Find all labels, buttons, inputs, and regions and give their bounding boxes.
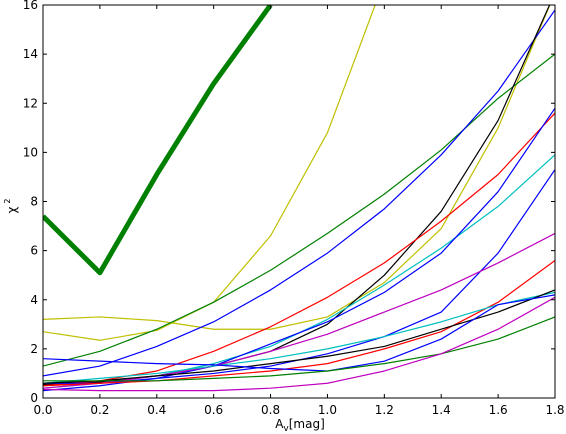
series-line (43, 294, 555, 372)
x-tick-label: 1.0 (318, 403, 337, 417)
series-line (43, 259, 555, 387)
series-line (43, 232, 555, 389)
x-tick-label: 1.2 (375, 403, 394, 417)
y-tick-label: 12 (23, 96, 38, 110)
series-line (43, 5, 551, 386)
series-line (43, 5, 273, 276)
x-tick-label: 0.2 (90, 403, 109, 417)
series-line (43, 53, 555, 367)
x-label-main: A (275, 417, 284, 431)
x-tick-label: 0.6 (204, 403, 223, 417)
x-tick-label: 1.8 (545, 403, 564, 417)
x-tick-label: 0.0 (33, 403, 52, 417)
y-tick-label: 0 (30, 391, 38, 405)
y-tick-label: 4 (30, 293, 38, 307)
y-tick-label: 10 (23, 145, 38, 159)
y-tick-label: 6 (30, 244, 38, 258)
series-line (43, 289, 555, 384)
series-line (43, 291, 555, 384)
plot-lines (43, 5, 555, 392)
y-label-main: χ (5, 207, 19, 214)
y-label-sup: 2 (3, 198, 12, 203)
x-axis-label: Av[mag] (275, 417, 325, 434)
x-tick-label: 0.8 (261, 403, 280, 417)
x-label-rest: [mag] (289, 417, 325, 431)
x-tick-label: 1.6 (489, 403, 508, 417)
y-tick-label: 8 (30, 195, 38, 209)
series-line (43, 296, 555, 392)
x-label-sub: v (283, 424, 289, 434)
series-line (43, 316, 555, 382)
y-tick-label: 14 (23, 47, 38, 61)
series-line (43, 5, 551, 330)
y-axis-label: χ2 (3, 198, 19, 213)
x-tick-label: 1.4 (432, 403, 451, 417)
y-tick-label: 2 (30, 342, 38, 356)
x-tick-label: 0.4 (147, 403, 166, 417)
y-tick-label: 16 (23, 0, 38, 12)
series-line (43, 9, 555, 377)
